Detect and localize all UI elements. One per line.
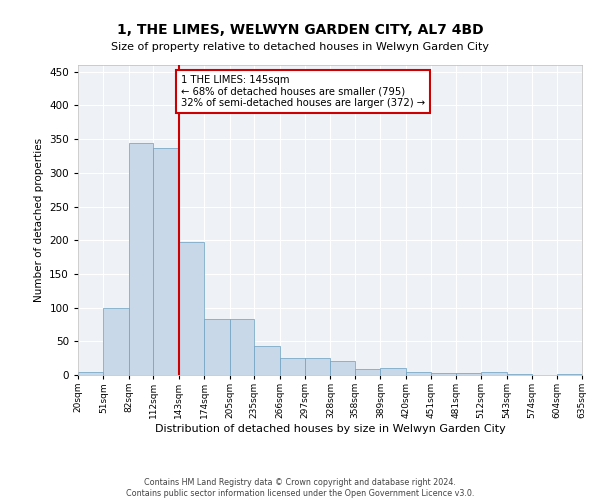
Bar [230, 319, 254, 375]
Bar [280, 358, 305, 375]
Bar [129, 142, 154, 375]
Text: 1 THE LIMES: 145sqm
← 68% of detached houses are smaller (795)
32% of semi-detac: 1 THE LIMES: 145sqm ← 68% of detached ho… [181, 75, 425, 108]
Text: Size of property relative to detached houses in Welwyn Garden City: Size of property relative to detached ho… [111, 42, 489, 52]
Bar [103, 308, 129, 375]
Bar [406, 372, 431, 375]
X-axis label: Distribution of detached houses by size in Welwyn Garden City: Distribution of detached houses by size … [155, 424, 505, 434]
Bar [355, 369, 380, 375]
Y-axis label: Number of detached properties: Number of detached properties [34, 138, 44, 302]
Bar [506, 374, 532, 375]
Bar [557, 374, 582, 375]
Bar [380, 368, 406, 375]
Bar [331, 361, 355, 375]
Bar [154, 148, 179, 375]
Text: Contains HM Land Registry data © Crown copyright and database right 2024.
Contai: Contains HM Land Registry data © Crown c… [126, 478, 474, 498]
Bar [431, 373, 456, 375]
Bar [204, 319, 230, 375]
Bar [481, 372, 506, 375]
Bar [305, 358, 331, 375]
Bar [254, 346, 280, 375]
Bar [456, 373, 481, 375]
Bar [78, 372, 103, 375]
Text: 1, THE LIMES, WELWYN GARDEN CITY, AL7 4BD: 1, THE LIMES, WELWYN GARDEN CITY, AL7 4B… [116, 22, 484, 36]
Bar [179, 242, 204, 375]
